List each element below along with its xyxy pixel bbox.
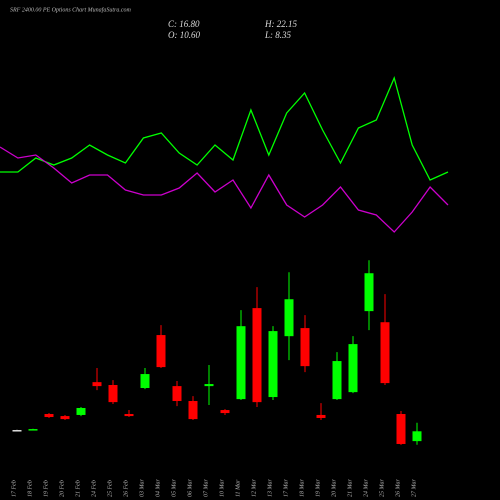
x-tick-label: 27 Mar (411, 479, 417, 497)
candle-body (92, 382, 102, 387)
x-tick-label: 18 Mar (299, 479, 305, 497)
candle-body (364, 273, 374, 312)
candle-body (12, 430, 22, 432)
candle-body (252, 308, 262, 403)
low-label: L: 8.35 (264, 30, 292, 40)
candle-body (188, 401, 198, 420)
candle-body (140, 374, 150, 389)
indicator-line (0, 76, 449, 181)
x-tick-label: 17 Mar (283, 479, 289, 497)
x-tick-label: 25 Feb (107, 480, 113, 497)
candle-body (44, 414, 54, 418)
candle-body (156, 335, 166, 368)
x-tick-label: 07 Mar (203, 479, 209, 497)
candle-body (284, 299, 294, 337)
x-tick-label: 13 Mar (267, 479, 273, 497)
x-tick-label: 24 Mar (362, 479, 369, 497)
x-tick-label: 05 Mar (171, 479, 177, 497)
x-tick-label: 10 Mar (219, 479, 225, 497)
chart-title: SRF 2400.00 PE Options Chart MunafaSutra… (10, 6, 131, 13)
candle-body (28, 429, 38, 431)
candle-body (124, 414, 134, 417)
x-tick-label: 21 Feb (75, 480, 81, 497)
candle-body (316, 414, 326, 418)
x-tick-label: 03 Mar (139, 479, 145, 497)
x-tick-label: 17 Feb (11, 480, 17, 497)
x-tick-label: 24 Feb (90, 480, 97, 497)
candle-body (380, 322, 390, 384)
x-tick-label: 20 Mar (331, 479, 337, 497)
x-tick-label: 18 Feb (27, 480, 33, 497)
candle-body (348, 344, 358, 393)
x-tick-label: 26 Feb (123, 480, 129, 497)
x-tick-label: 25 Mar (379, 479, 385, 497)
candle-body (204, 384, 214, 387)
candle-body (172, 386, 182, 402)
x-tick-label: 19 Feb (43, 480, 49, 497)
candle-body (220, 410, 230, 414)
candle-body (268, 331, 278, 398)
x-tick-label: 26 Mar (395, 479, 401, 497)
x-tick-label: 06 Mar (187, 479, 193, 497)
x-tick-label: 19 Mar (315, 479, 321, 497)
candle-body (396, 414, 406, 444)
x-tick-label: 04 Mar (154, 479, 161, 497)
open-label: O: 10.60 (168, 30, 200, 40)
candle-body (332, 361, 342, 400)
indicator-line (0, 146, 449, 233)
x-tick-label: 21 Mar (347, 479, 353, 497)
x-tick-label: 20 Feb (59, 480, 65, 497)
x-tick-label: 11 Mar (235, 479, 241, 497)
candle-body (236, 326, 246, 400)
candle-body (300, 328, 310, 367)
close-label: C: 16.80 (168, 19, 200, 29)
high-label: H: 22.15 (264, 19, 297, 29)
x-tick-label: 12 Mar (251, 479, 257, 497)
candle-body (76, 407, 86, 415)
candle-body (60, 416, 70, 420)
candle-body (412, 431, 422, 442)
candle-body (108, 385, 118, 403)
